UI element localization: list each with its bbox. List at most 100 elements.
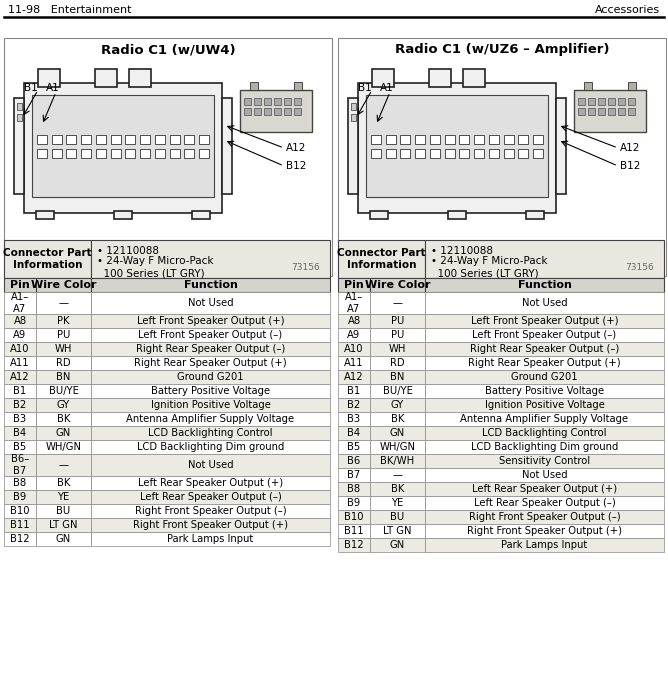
Bar bbox=[284, 108, 291, 115]
Bar bbox=[36, 518, 91, 532]
Text: BN: BN bbox=[56, 372, 71, 382]
Text: A8: A8 bbox=[347, 316, 361, 326]
Bar bbox=[425, 278, 664, 292]
Bar bbox=[425, 440, 664, 454]
Text: —: — bbox=[393, 298, 403, 308]
Bar bbox=[81, 135, 91, 144]
Bar bbox=[429, 69, 451, 87]
Text: • 24-Way F Micro-Pack
  100 Series (LT GRY): • 24-Way F Micro-Pack 100 Series (LT GRY… bbox=[431, 256, 548, 278]
Bar bbox=[628, 98, 635, 105]
Text: Park Lamps Input: Park Lamps Input bbox=[168, 534, 254, 544]
Bar bbox=[628, 108, 635, 115]
Bar bbox=[264, 98, 271, 105]
Text: PU: PU bbox=[57, 330, 70, 340]
Bar bbox=[425, 426, 664, 440]
Bar bbox=[36, 490, 91, 504]
Bar bbox=[184, 135, 194, 144]
Bar bbox=[425, 510, 664, 524]
Bar bbox=[51, 148, 61, 157]
Text: LT GN: LT GN bbox=[383, 526, 411, 536]
Bar bbox=[608, 98, 615, 105]
Text: LCD Backlighting Dim ground: LCD Backlighting Dim ground bbox=[471, 442, 618, 452]
Bar bbox=[4, 426, 36, 440]
Bar bbox=[518, 135, 528, 144]
Text: B9: B9 bbox=[347, 498, 361, 508]
Bar bbox=[598, 108, 605, 115]
Text: —: — bbox=[59, 298, 69, 308]
Bar bbox=[385, 148, 395, 157]
Text: Accessories: Accessories bbox=[595, 5, 660, 15]
Bar bbox=[425, 538, 664, 552]
Text: LCD Backlighting Control: LCD Backlighting Control bbox=[148, 428, 273, 438]
Text: Right Front Speaker Output (+): Right Front Speaker Output (+) bbox=[133, 520, 288, 530]
Text: A12: A12 bbox=[344, 372, 364, 382]
Bar bbox=[4, 328, 36, 342]
Bar bbox=[264, 108, 271, 115]
Text: B4: B4 bbox=[13, 428, 27, 438]
Bar bbox=[489, 148, 499, 157]
Bar bbox=[36, 342, 91, 356]
Text: B5: B5 bbox=[13, 442, 27, 452]
Bar bbox=[111, 148, 121, 157]
Text: B10: B10 bbox=[344, 512, 364, 522]
Bar bbox=[170, 148, 180, 157]
Bar bbox=[91, 384, 330, 398]
Bar bbox=[338, 412, 370, 426]
Bar bbox=[618, 108, 625, 115]
Text: Park Lamps Input: Park Lamps Input bbox=[502, 540, 588, 550]
Text: BN: BN bbox=[390, 372, 405, 382]
Bar bbox=[425, 356, 664, 370]
Polygon shape bbox=[312, 84, 320, 126]
Bar bbox=[474, 135, 484, 144]
Polygon shape bbox=[240, 84, 320, 90]
Bar bbox=[4, 440, 36, 454]
Text: B12: B12 bbox=[344, 540, 364, 550]
Bar bbox=[425, 454, 664, 468]
Text: Right Rear Speaker Output (–): Right Rear Speaker Output (–) bbox=[470, 344, 619, 354]
Bar bbox=[425, 328, 664, 342]
Bar bbox=[425, 524, 664, 538]
Text: A1: A1 bbox=[46, 83, 59, 93]
Text: Left Front Speaker Output (–): Left Front Speaker Output (–) bbox=[472, 330, 617, 340]
Bar bbox=[370, 370, 425, 384]
Bar bbox=[338, 356, 370, 370]
Bar bbox=[463, 69, 485, 87]
Bar bbox=[370, 328, 425, 342]
Bar bbox=[91, 278, 330, 292]
Bar bbox=[370, 538, 425, 552]
Text: GY: GY bbox=[391, 400, 404, 410]
Text: B6: B6 bbox=[347, 456, 361, 466]
Text: Left Rear Speaker Output (+): Left Rear Speaker Output (+) bbox=[138, 478, 283, 488]
Bar bbox=[274, 108, 281, 115]
Bar bbox=[504, 148, 514, 157]
Bar bbox=[425, 398, 664, 412]
Bar bbox=[4, 504, 36, 518]
Bar bbox=[371, 135, 381, 144]
Text: RD: RD bbox=[390, 358, 405, 368]
Text: A1: A1 bbox=[380, 83, 393, 93]
Text: A9: A9 bbox=[13, 330, 27, 340]
Text: Function: Function bbox=[518, 280, 571, 290]
Bar bbox=[36, 532, 91, 546]
Text: Right Front Speaker Output (–): Right Front Speaker Output (–) bbox=[135, 506, 287, 516]
Bar bbox=[338, 510, 370, 524]
Bar bbox=[36, 504, 91, 518]
Bar bbox=[400, 148, 410, 157]
Bar bbox=[445, 135, 455, 144]
Bar bbox=[338, 440, 370, 454]
Bar bbox=[36, 454, 91, 476]
Text: Not Used: Not Used bbox=[188, 298, 233, 308]
Text: Not Used: Not Used bbox=[522, 470, 567, 480]
Bar bbox=[4, 38, 332, 276]
Text: Radio C1 (w/UZ6 – Amplifier): Radio C1 (w/UZ6 – Amplifier) bbox=[395, 44, 609, 57]
Bar bbox=[155, 148, 165, 157]
Bar bbox=[36, 356, 91, 370]
Bar bbox=[140, 135, 150, 144]
Bar bbox=[372, 69, 394, 87]
Bar bbox=[445, 148, 455, 157]
Bar bbox=[338, 454, 370, 468]
Bar bbox=[91, 240, 330, 278]
Bar bbox=[36, 292, 91, 314]
Text: Ground G201: Ground G201 bbox=[177, 372, 244, 382]
Bar bbox=[338, 328, 370, 342]
